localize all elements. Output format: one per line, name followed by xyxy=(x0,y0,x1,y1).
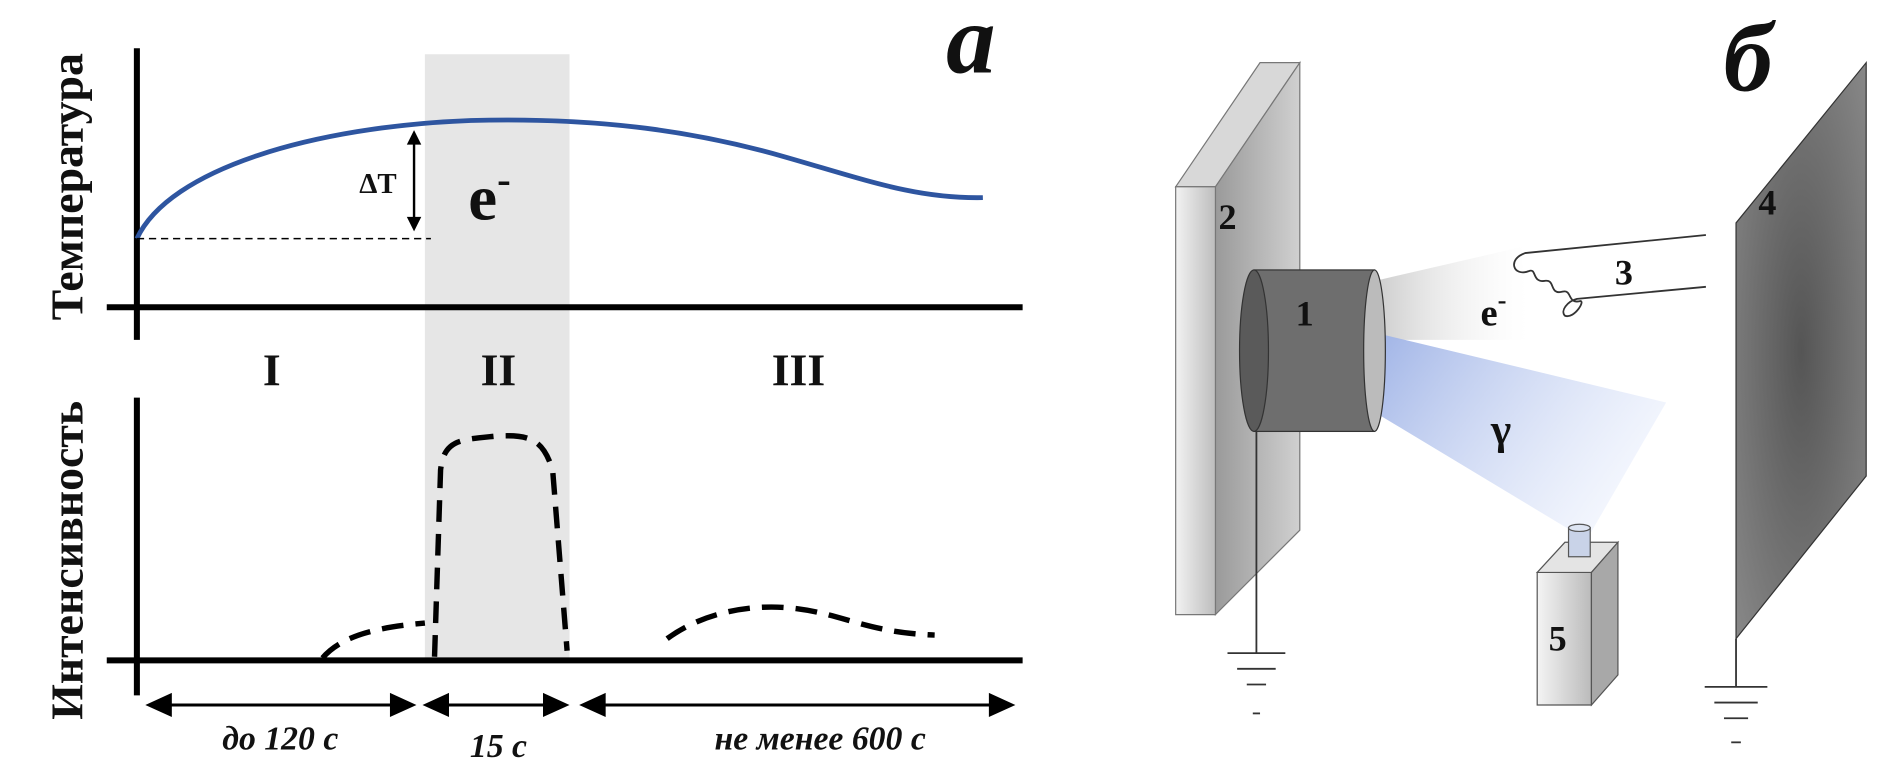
duration-label: 15 с xyxy=(470,728,527,758)
filament xyxy=(1514,235,1706,316)
figure: ΔT e- I II III до 120 с 15 с не менее 60… xyxy=(0,0,1891,758)
ground xyxy=(1705,639,1768,743)
intensity-curve xyxy=(322,436,934,658)
plate-dark xyxy=(1736,63,1866,639)
sample-face xyxy=(1364,270,1386,431)
duration-label: до 120 с xyxy=(222,721,338,758)
electron-base: e xyxy=(1481,292,1498,334)
panel-b: б 1 2 3 4 5 e- γ xyxy=(1176,3,1867,742)
beam-sup: - xyxy=(497,156,511,202)
stage-label: III xyxy=(772,345,825,396)
plate-front xyxy=(1176,187,1216,615)
duration-label: не менее 600 с xyxy=(714,721,925,758)
detector-window-top xyxy=(1569,524,1591,531)
delta-label: ΔT xyxy=(359,168,396,200)
part-label: 1 xyxy=(1296,293,1314,333)
gamma-cone xyxy=(1375,333,1667,540)
part-label: 4 xyxy=(1758,183,1776,223)
stage-label: I xyxy=(263,345,281,396)
stage-label: II xyxy=(481,345,517,396)
detector-window xyxy=(1569,528,1591,557)
panel-label: а xyxy=(946,0,995,94)
beam-base: e xyxy=(468,162,497,234)
y-label: Температура xyxy=(42,53,93,320)
part-label: 2 xyxy=(1218,197,1236,237)
sample-body xyxy=(1254,270,1375,431)
sample-end xyxy=(1240,270,1269,431)
panel-a: ΔT e- I II III до 120 с 15 с не менее 60… xyxy=(42,0,1023,758)
electron-cone xyxy=(1381,247,1529,340)
part-label: 3 xyxy=(1615,252,1633,292)
y-label: Интенсивность xyxy=(42,401,93,720)
part-label: 5 xyxy=(1549,619,1567,659)
gamma-label: γ xyxy=(1490,405,1511,453)
panel-label: б xyxy=(1723,3,1776,112)
electron-sup: - xyxy=(1498,285,1507,315)
